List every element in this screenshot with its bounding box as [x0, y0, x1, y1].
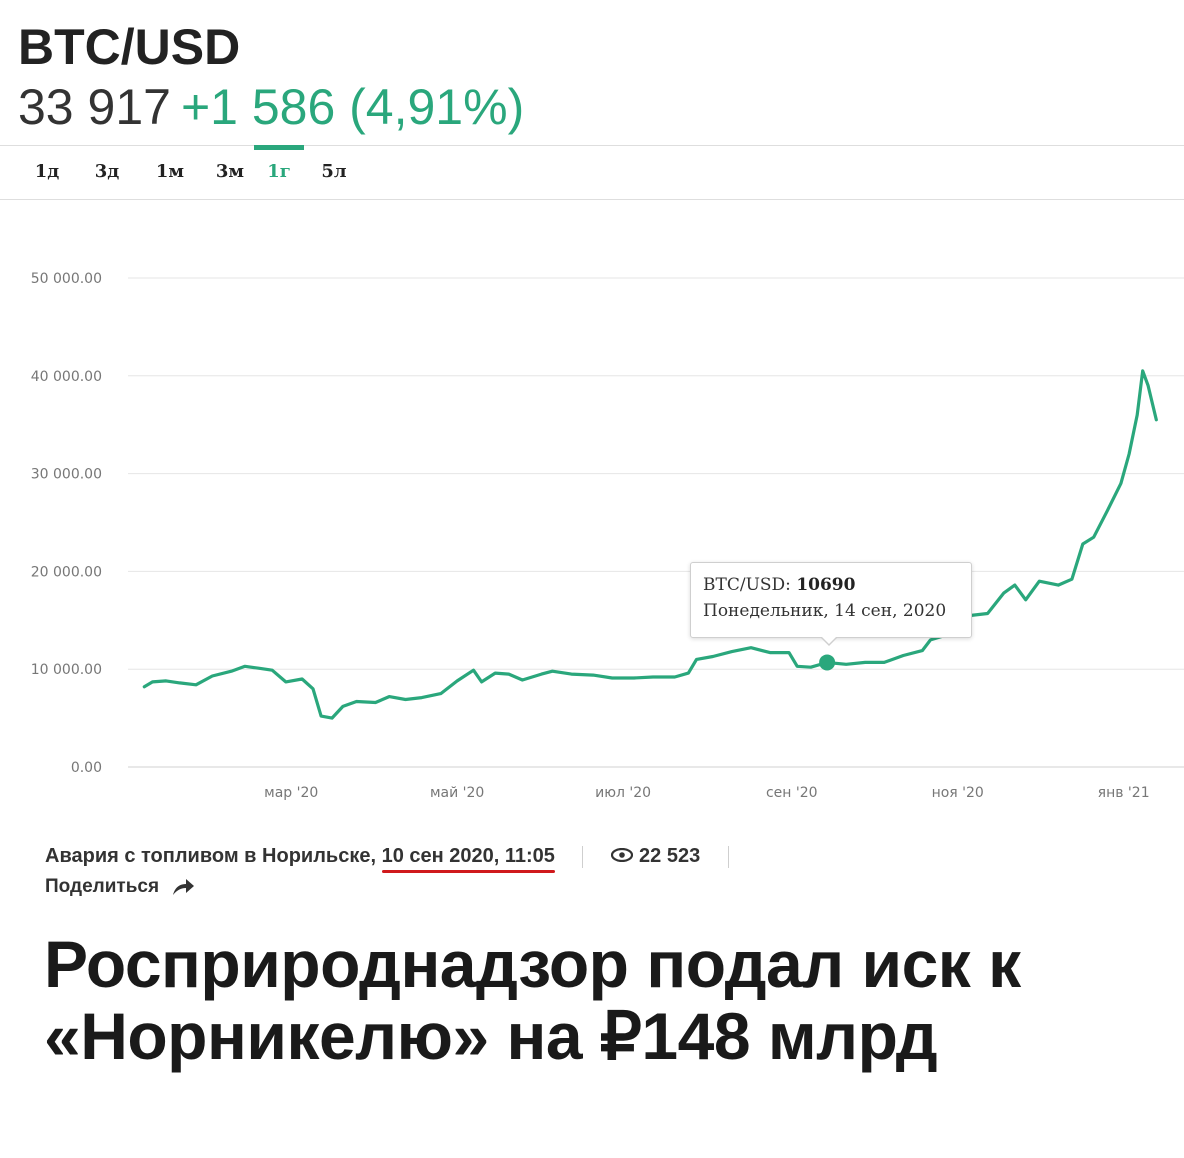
y-tick-label: 50 000.00	[31, 271, 102, 287]
divider	[0, 199, 1184, 200]
tab-3m[interactable]: 3м	[215, 161, 245, 182]
tooltip-pointer-fill	[821, 636, 837, 644]
tab-3d[interactable]: 3д	[94, 161, 120, 182]
tab-1d[interactable]: 1д	[34, 161, 60, 182]
hover-point[interactable]	[819, 654, 836, 671]
tooltip-date: Понедельник, 14 сен, 2020	[703, 601, 947, 621]
share-button[interactable]: Поделиться	[45, 876, 195, 898]
y-tick-label: 20 000.00	[31, 564, 102, 580]
tooltip-label: BTC/USD:	[703, 575, 791, 595]
y-tick-label: 10 000.00	[31, 662, 102, 678]
article-headline: Росприроднадзор подал иск к «Норникелю» …	[44, 927, 1021, 1073]
view-count: 22 523	[639, 845, 701, 867]
tooltip-value: 10690	[796, 575, 856, 595]
divider	[727, 845, 729, 868]
price-chart: 0.00 10 000.00 20 000.00 30 000.00 40 000.00…	[31, 271, 1184, 801]
chart-grid	[128, 277, 1184, 768]
eye-icon	[610, 845, 634, 868]
price-row: 33 917 +1 586 (4,91%)	[18, 78, 524, 136]
x-tick-label: июл '20	[595, 785, 651, 801]
current-price: 33 917	[18, 79, 171, 135]
share-arrow-icon	[173, 878, 195, 895]
y-tick-label: 0.00	[71, 760, 102, 776]
x-tick-label: май '20	[430, 785, 484, 801]
ticker-title: BTC/USD	[18, 19, 241, 75]
x-tick-label: мар '20	[264, 785, 318, 801]
chart-tooltip: BTC/USD: 10690 Понедельник, 14 сен, 2020	[690, 562, 972, 638]
divider	[0, 145, 1184, 146]
x-axis: мар '20 май '20 июл '20 сен '20 ноя '20 янв '…	[264, 785, 1149, 801]
price-change: +1 586 (4,91%)	[180, 79, 525, 135]
x-tick-label: ноя '20	[932, 785, 984, 801]
y-tick-label: 40 000.00	[31, 369, 102, 385]
article-category[interactable]: Авария с топливом в Норильске,	[45, 845, 377, 867]
article-date: 10 сен 2020, 11:05	[381, 845, 555, 867]
share-label: Поделиться	[45, 876, 160, 897]
y-tick-label: 30 000.00	[31, 467, 102, 483]
article-meta: Авария с топливом в Норильске, 10 сен 20…	[45, 845, 751, 868]
x-tick-label: сен '20	[766, 785, 818, 801]
tab-5y[interactable]: 5л	[321, 161, 347, 182]
x-tick-label: янв '21	[1098, 785, 1150, 801]
divider	[582, 845, 584, 868]
tab-1m[interactable]: 1м	[155, 161, 185, 182]
series-line	[142, 369, 1158, 720]
tab-1y[interactable]: 1г	[254, 145, 304, 198]
y-axis: 0.00 10 000.00 20 000.00 30 000.00 40 000.00…	[31, 271, 102, 776]
